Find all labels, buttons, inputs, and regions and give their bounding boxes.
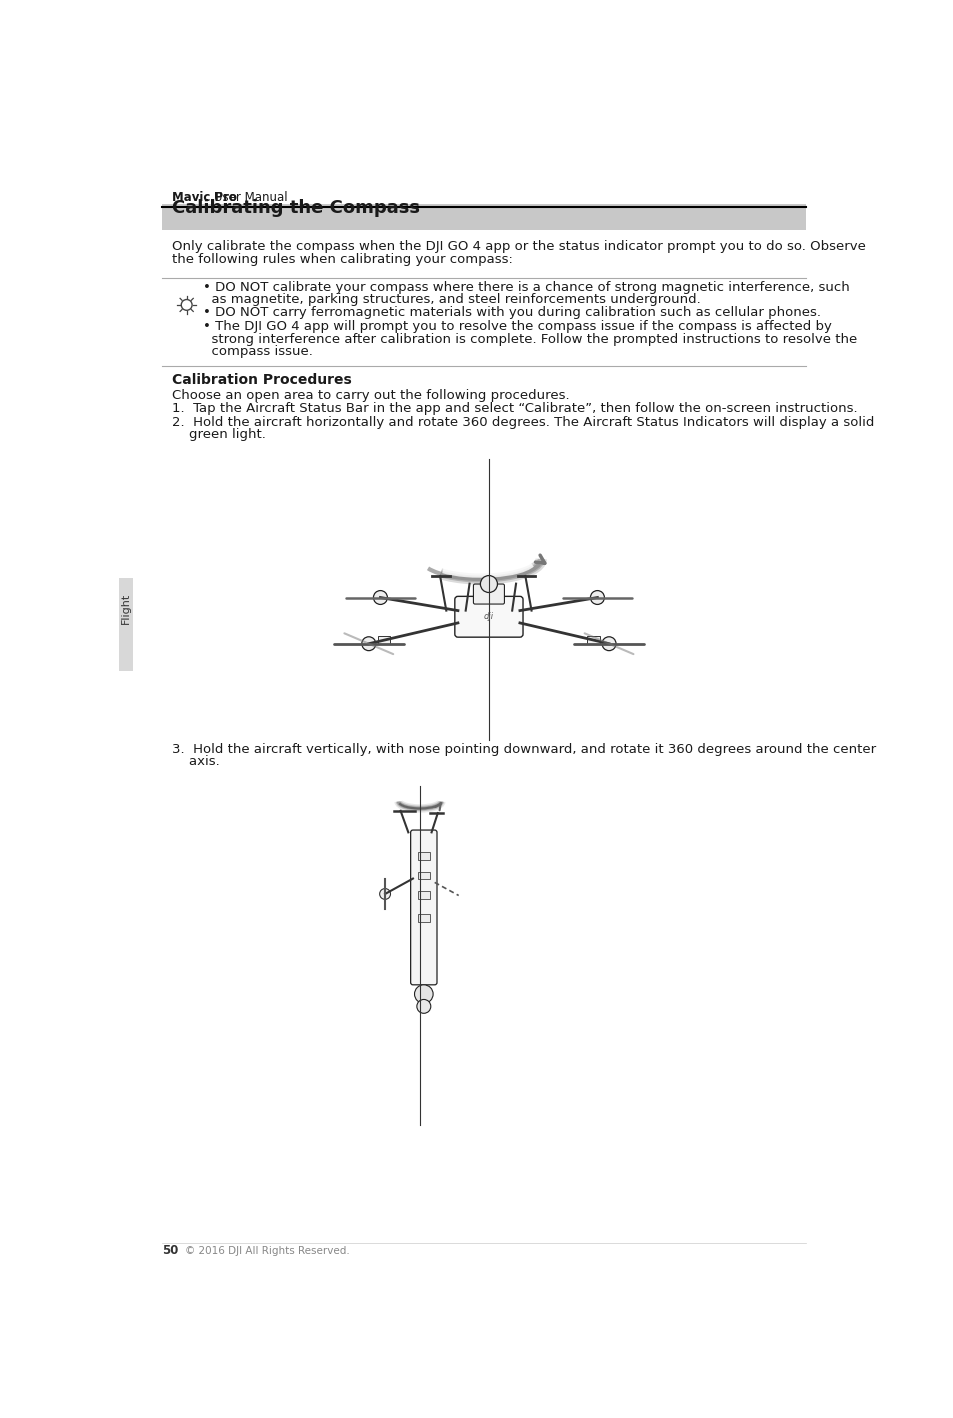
Text: the following rules when calibrating your compass:: the following rules when calibrating you… [172,252,513,265]
Text: Choose an open area to carry out the following procedures.: Choose an open area to carry out the fol… [172,389,569,401]
Text: 2.  Hold the aircraft horizontally and rotate 360 degrees. The Aircraft Status I: 2. Hold the aircraft horizontally and ro… [172,415,873,428]
Text: strong interference after calibration is complete. Follow the prompted instructi: strong interference after calibration is… [203,333,857,346]
Circle shape [416,1000,431,1014]
Text: as magnetite, parking structures, and steel reinforcements underground.: as magnetite, parking structures, and st… [203,292,700,306]
Bar [162,204,805,230]
Bar [417,872,430,879]
FancyBboxPatch shape [410,830,436,986]
Circle shape [601,637,616,651]
Circle shape [373,590,387,604]
Circle shape [361,637,375,651]
FancyBboxPatch shape [455,597,522,637]
Circle shape [590,590,604,604]
Bar [417,915,430,922]
Text: dji: dji [483,613,494,621]
Text: compass issue.: compass issue. [203,345,313,357]
Text: 1.  Tap the Aircraft Status Bar in the app and select “Calibrate”, then follow t: 1. Tap the Aircraft Status Bar in the ap… [172,401,857,415]
Bar [417,891,430,899]
Text: Only calibrate the compass when the DJI GO 4 app or the status indicator prompt : Only calibrate the compass when the DJI … [172,240,865,254]
Text: 3.  Hold the aircraft vertically, with nose pointing downward, and rotate it 360: 3. Hold the aircraft vertically, with no… [172,743,875,756]
Text: Calibration Procedures: Calibration Procedures [172,373,352,387]
Text: • DO NOT carry ferromagnetic materials with you during calibration such as cellu: • DO NOT carry ferromagnetic materials w… [203,306,821,319]
Text: Calibrating the Compass: Calibrating the Compass [172,200,419,217]
Circle shape [379,889,390,899]
Text: © 2016 DJI All Rights Reserved.: © 2016 DJI All Rights Reserved. [185,1245,350,1255]
Text: • DO NOT calibrate your compass where there is a chance of strong magnetic inter: • DO NOT calibrate your compass where th… [203,281,849,294]
Text: 50: 50 [162,1244,178,1256]
Bar [587,637,599,644]
Text: • The DJI GO 4 app will prompt you to resolve the compass issue if the compass i: • The DJI GO 4 app will prompt you to re… [203,320,831,333]
Bar [119,579,133,671]
Text: Flight: Flight [121,593,132,624]
Text: User Manual: User Manual [213,191,287,204]
Text: axis.: axis. [172,756,219,769]
FancyBboxPatch shape [473,584,504,604]
Bar [417,852,430,861]
Circle shape [480,576,497,593]
Text: Mavic Pro: Mavic Pro [172,191,236,204]
Text: green light.: green light. [172,428,266,441]
Bar [377,637,390,644]
Circle shape [415,986,433,1004]
